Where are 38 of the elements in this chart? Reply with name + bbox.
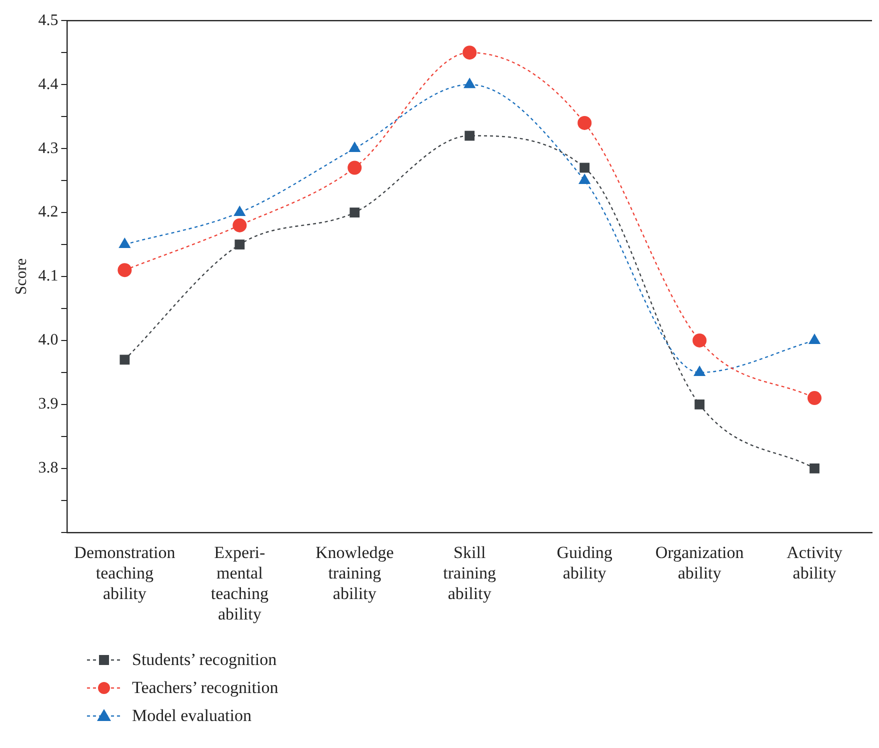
legend-label: Students’ recognition (132, 650, 277, 670)
point (232, 218, 247, 232)
point (234, 206, 246, 216)
legend-label: Teachers’ recognition (132, 678, 278, 698)
x-tick-label: Activity ability (786, 543, 843, 582)
point (462, 46, 477, 60)
point (578, 174, 591, 184)
point (464, 130, 475, 141)
point (580, 162, 590, 173)
x-tick-label: Knowledge training ability (315, 543, 394, 603)
y-tick-label: 3.9 (38, 396, 58, 413)
point (348, 160, 362, 175)
point (692, 333, 707, 348)
text: 4.0 (38, 332, 58, 349)
x-tick-label: Guiding ability (556, 543, 613, 582)
point (118, 238, 131, 248)
y-tick-label: 4.3 (38, 140, 58, 157)
legend-label: Model evaluation (132, 706, 252, 726)
point (578, 116, 592, 130)
y-tick-label: 4.1 (38, 268, 58, 285)
x-tick-label: Experi- mental teaching ability (210, 543, 269, 624)
x-tick-label: Skill training ability (443, 543, 497, 603)
y-axis-title: Score (12, 258, 30, 295)
point (234, 240, 245, 250)
y-tick-label: 4.5 (38, 12, 58, 29)
point (350, 208, 360, 218)
point (810, 463, 820, 474)
point (808, 391, 822, 406)
point (120, 354, 130, 365)
y-tick-label: 4.2 (38, 204, 58, 221)
x-tick-label: Organization ability (655, 543, 744, 582)
point (464, 78, 476, 88)
point (694, 400, 704, 410)
x-tick-label: Demonstration teaching ability (74, 543, 176, 603)
point (348, 142, 361, 152)
y-tick-label: 3.8 (38, 460, 58, 477)
y-tick-label: 4.4 (38, 76, 58, 93)
point (118, 263, 132, 278)
